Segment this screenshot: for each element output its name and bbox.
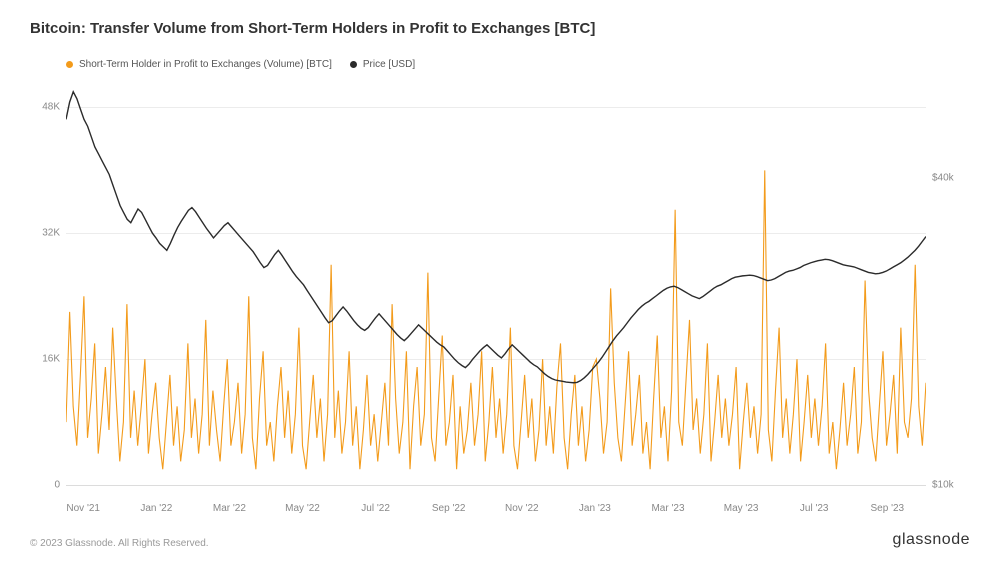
y-axis-left: 016K32K48K bbox=[30, 76, 60, 485]
legend-item-volume: Short-Term Holder in Profit to Exchanges… bbox=[66, 59, 332, 70]
x-tick: Jul '23 bbox=[800, 503, 829, 514]
y-right-tick: $40k bbox=[932, 173, 970, 184]
chart-container: Bitcoin: Transfer Volume from Short-Term… bbox=[0, 0, 1000, 563]
plot-area: 016K32K48K $10k$40k Nov '21Jan '22Mar '2… bbox=[66, 76, 926, 486]
legend-item-price: Price [USD] bbox=[350, 59, 415, 70]
y-left-tick: 16K bbox=[30, 354, 60, 365]
y-left-tick: 48K bbox=[30, 102, 60, 113]
y-left-tick: 0 bbox=[30, 480, 60, 491]
x-tick: Jul '22 bbox=[361, 503, 390, 514]
x-tick: Mar '22 bbox=[213, 503, 246, 514]
x-tick: Sep '22 bbox=[432, 503, 466, 514]
brand-logo: glassnode bbox=[893, 531, 970, 549]
legend: Short-Term Holder in Profit to Exchanges… bbox=[66, 59, 970, 70]
x-tick: May '23 bbox=[724, 503, 759, 514]
y-axis-right: $10k$40k bbox=[932, 76, 970, 485]
y-left-tick: 32K bbox=[30, 228, 60, 239]
legend-label-price: Price [USD] bbox=[363, 59, 415, 70]
copyright: © 2023 Glassnode. All Rights Reserved. bbox=[30, 538, 209, 549]
plot-svg bbox=[66, 76, 926, 485]
x-tick: Nov '22 bbox=[505, 503, 539, 514]
chart-title: Bitcoin: Transfer Volume from Short-Term… bbox=[30, 20, 970, 37]
x-tick: Jan '23 bbox=[579, 503, 611, 514]
legend-label-volume: Short-Term Holder in Profit to Exchanges… bbox=[79, 59, 332, 70]
x-tick: May '22 bbox=[285, 503, 320, 514]
x-tick: Jan '22 bbox=[140, 503, 172, 514]
y-right-tick: $10k bbox=[932, 480, 970, 491]
legend-swatch-price bbox=[350, 61, 357, 68]
legend-swatch-volume bbox=[66, 61, 73, 68]
x-tick: Nov '21 bbox=[66, 503, 100, 514]
footer: © 2023 Glassnode. All Rights Reserved. g… bbox=[30, 531, 970, 549]
x-tick: Mar '23 bbox=[651, 503, 684, 514]
x-tick: Sep '23 bbox=[870, 503, 904, 514]
